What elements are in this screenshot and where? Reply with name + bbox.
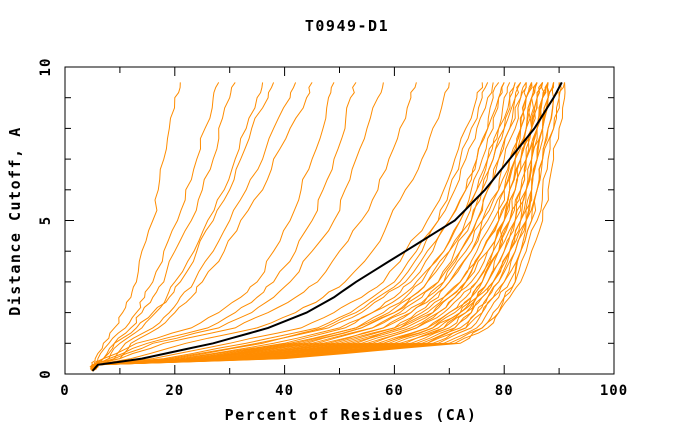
model-curve	[91, 82, 516, 371]
model-curve	[90, 82, 236, 372]
model-curve	[92, 82, 550, 372]
model-curve	[91, 82, 181, 372]
model-curve	[92, 82, 264, 372]
model-curve	[92, 82, 500, 372]
model-curve	[89, 82, 538, 372]
model-curve	[90, 82, 357, 372]
model-curve	[92, 82, 275, 372]
model-curve	[90, 82, 417, 372]
model-curve	[90, 82, 450, 372]
model-curve	[92, 82, 566, 372]
model-curve	[92, 82, 522, 372]
model-curve	[90, 82, 549, 372]
model-curve	[90, 82, 489, 371]
model-curve	[89, 82, 562, 372]
model-curve	[92, 82, 516, 372]
chart-title: T0949-D1	[305, 17, 389, 35]
x-tick-label: 40	[275, 383, 294, 399]
model-curve	[92, 82, 549, 372]
model-curve	[92, 82, 549, 372]
model-curve	[91, 82, 484, 371]
x-tick-label: 80	[495, 383, 514, 399]
x-tick-label: 100	[600, 383, 628, 399]
model-curve	[90, 82, 297, 371]
x-tick-label: 60	[385, 383, 404, 399]
model-curve	[89, 82, 538, 372]
model-curve	[92, 82, 335, 372]
x-axis-label: Percent of Residues (CA)	[225, 406, 478, 424]
model-curve	[91, 82, 566, 372]
curves-layer	[89, 81, 566, 372]
model-curve	[92, 82, 220, 372]
model-curve	[91, 82, 505, 371]
model-curve	[91, 82, 511, 371]
model-curve	[92, 82, 549, 372]
highlighted-model-curve	[91, 81, 563, 372]
model-curve	[92, 82, 555, 372]
y-tick-label: 10	[38, 58, 54, 77]
y-tick-label: 5	[38, 216, 54, 225]
model-curve	[92, 82, 549, 372]
model-curve	[92, 82, 313, 372]
model-curve	[92, 82, 527, 372]
y-axis-label: Distance Cutoff, A	[6, 126, 24, 316]
y-tick-label: 0	[38, 369, 54, 378]
x-tick-label: 0	[60, 383, 69, 399]
model-curve	[92, 82, 494, 371]
axes-layer: 0 20 40 60 80 100 0 5 10	[38, 58, 628, 399]
x-tick-label: 20	[165, 383, 184, 399]
model-curve	[92, 82, 384, 372]
model-curve	[91, 82, 505, 372]
